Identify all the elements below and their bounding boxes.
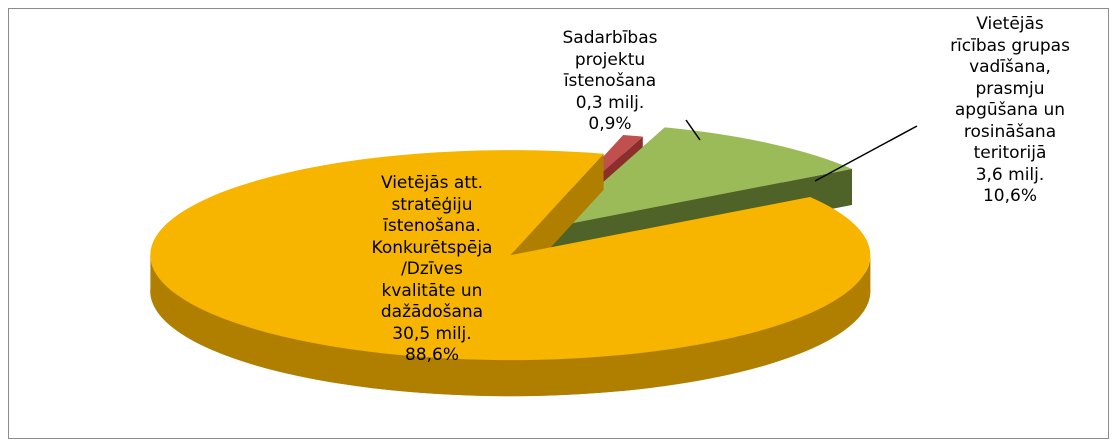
leader-line: [814, 125, 918, 182]
label-category: Vietējās rīcības grupas vadīšana, prasmj…: [950, 14, 1070, 163]
label-amount: 30,5 milj.: [392, 323, 472, 344]
label-amount: 0,3 milj.: [575, 92, 645, 113]
label-amount: 3,6 milj.: [975, 164, 1045, 185]
leader-line: [685, 119, 701, 141]
label-category: Sadarbības projektu īstenošana: [562, 28, 658, 91]
label-percent: 88,6%: [404, 345, 459, 365]
data-label: Sadarbības projektu īstenošana 0,3 milj. 0…: [510, 28, 710, 136]
data-label: Vietējās att. stratēģiju īstenošana. Kon…: [332, 173, 532, 367]
pie: [150, 127, 871, 397]
slice: [552, 127, 852, 228]
data-label: Vietējās rīcības grupas vadīšana, prasmj…: [910, 14, 1110, 208]
slice: [150, 150, 871, 361]
label-percent: 10,6%: [982, 186, 1037, 206]
label-percent: 0,9%: [588, 114, 632, 134]
slice-side: [150, 255, 871, 397]
label-category: Vietējās att. stratēģiju īstenošana. Kon…: [371, 173, 493, 322]
